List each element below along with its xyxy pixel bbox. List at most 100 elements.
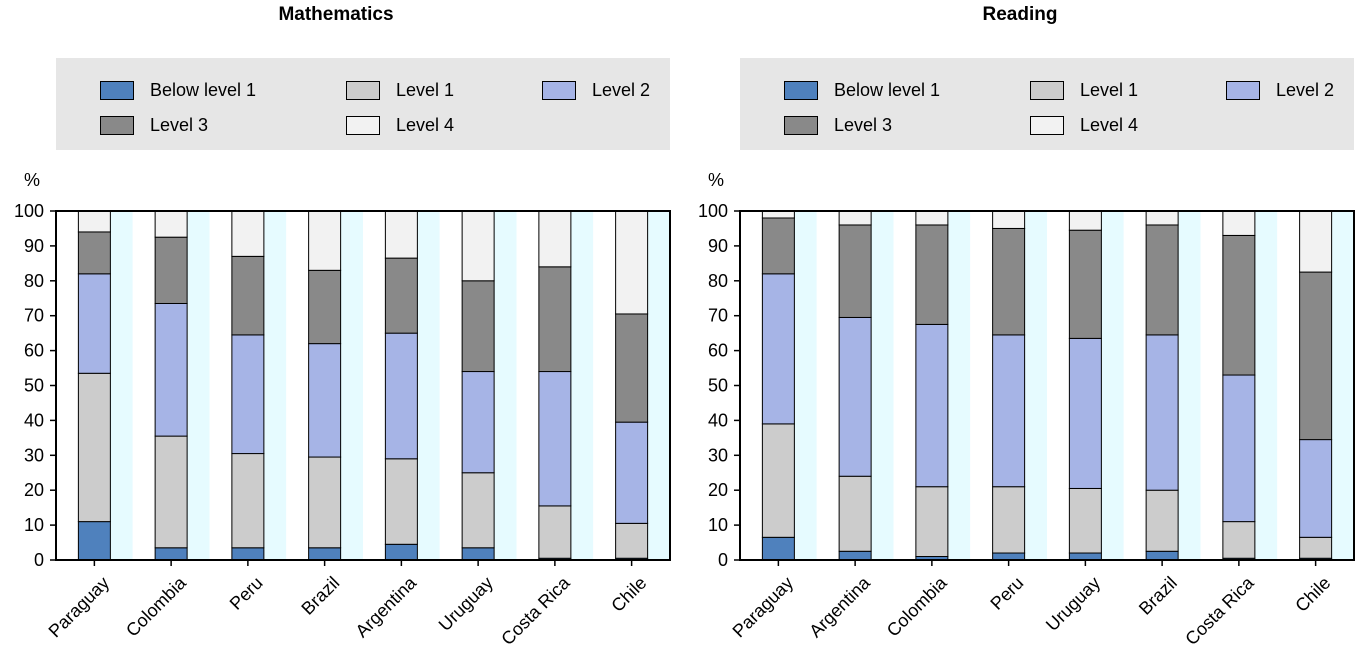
plot-band <box>1277 211 1300 560</box>
plot-band <box>893 211 916 560</box>
reading-panel: Reading Below level 1 Level 1 Level 2 Le… <box>684 0 1356 664</box>
legend-item-level-4: Level 4 <box>1030 113 1138 137</box>
plot-band <box>1331 211 1354 560</box>
chart-title: Reading <box>982 4 1058 25</box>
bar-segment-argentina-level-2 <box>838 316 872 477</box>
y-tick-label: 0 <box>718 550 728 570</box>
y-tick-label: 30 <box>708 445 728 465</box>
bar-segment-peru-level-3 <box>231 255 265 336</box>
bar-segment-brazil-level-2 <box>308 343 342 458</box>
plot-band <box>970 211 993 560</box>
plot-band <box>417 211 440 560</box>
bar-segment-paraguay-level-3 <box>761 217 795 275</box>
bar-segment-peru-level-1 <box>992 486 1026 554</box>
bar-segment-peru-level-3 <box>992 227 1026 336</box>
x-tick-label: Argentina <box>805 572 874 641</box>
legend: Below level 1 Level 1 Level 2 Level 3 Le… <box>56 58 670 150</box>
legend-label: Level 4 <box>396 114 455 135</box>
x-tick-label: Peru <box>986 573 1027 614</box>
bar-segment-brazil-level-4 <box>308 210 342 271</box>
plot-band <box>1024 211 1047 560</box>
bar-segment-argentina-level-2 <box>384 332 418 460</box>
plot-band <box>263 211 287 560</box>
bar-segment-paraguay-level-2 <box>761 273 795 425</box>
x-tick-label: Uruguay <box>435 573 497 635</box>
plot-band <box>871 211 894 560</box>
y-tick-label: 100 <box>14 201 44 221</box>
y-tick-label: 40 <box>24 410 44 430</box>
y-tick-label: 50 <box>24 376 44 396</box>
plot-band <box>570 211 594 560</box>
legend-item-level-3: Level 3 <box>100 113 208 137</box>
bar-segment-chile-level-3 <box>615 313 649 423</box>
plot-band <box>1254 211 1278 560</box>
plot-band <box>1047 211 1070 560</box>
bar-segment-chile-level-1 <box>615 522 649 559</box>
plot-band <box>816 211 840 560</box>
y-tick-label: 20 <box>24 480 44 500</box>
bar-segment-argentina-level-4 <box>838 210 872 226</box>
chart-title: Mathematics <box>278 4 394 25</box>
bar-segment-chile-level-4 <box>1299 210 1333 273</box>
mathematics-chart: 0 10 20 30 40 50 60 70 80 90 100% Paraguay Colombia P… <box>14 170 671 649</box>
x-tick-label: Chile <box>607 573 650 616</box>
y-axis-label: % <box>24 170 40 190</box>
y-axis-label: % <box>708 170 724 190</box>
plot-band <box>439 211 463 560</box>
bar-segment-argentina-below-level-1 <box>384 543 418 561</box>
legend-label: Level 1 <box>396 79 455 100</box>
legend-item-level-4: Level 4 <box>346 113 454 137</box>
bar-segment-uruguay-below-level-1 <box>461 547 495 561</box>
plot-band <box>516 211 539 560</box>
legend-label: Level 4 <box>1080 114 1139 135</box>
legend-label: Level 2 <box>592 79 651 100</box>
bar-segment-uruguay-level-2 <box>1068 337 1102 489</box>
bar-segment-uruguay-level-3 <box>461 280 495 373</box>
bar-segment-peru-level-4 <box>992 210 1026 229</box>
legend-item-level-2: Level 2 <box>1226 78 1334 102</box>
bar-segment-peru-below-level-1 <box>231 547 265 561</box>
y-tick-label: 70 <box>708 306 728 326</box>
legend-item-level-2: Level 2 <box>542 78 650 102</box>
bar-segment-paraguay-below-level-1 <box>77 521 111 561</box>
legend: Below level 1 Level 1 Level 2 Level 3 Le… <box>740 58 1354 150</box>
x-tick-label: Costa Rica <box>1181 572 1258 649</box>
y-tick-label: 10 <box>24 515 44 535</box>
legend-label: Level 1 <box>1080 79 1139 100</box>
bar-segment-chile-level-4 <box>615 210 649 315</box>
x-tick-label: Paraguay <box>45 573 114 642</box>
bar-segment-colombia-level-2 <box>154 302 188 437</box>
bar-segment-argentina-level-3 <box>838 224 872 318</box>
bar-segment-uruguay-level-1 <box>1068 487 1102 554</box>
plot-band <box>1200 211 1223 560</box>
bar-segment-argentina-below-level-1 <box>838 550 872 561</box>
plot-band <box>647 211 670 560</box>
bar-segment-brazil-level-2 <box>1145 334 1179 491</box>
bar-segment-paraguay-level-4 <box>761 210 795 219</box>
y-tick-label: 20 <box>708 480 728 500</box>
legend-item-below-level-1: Below level 1 <box>100 78 256 102</box>
legend-item-level-3: Level 3 <box>784 113 892 137</box>
y-tick-label: 60 <box>708 341 728 361</box>
bar-segment-colombia-level-1 <box>154 435 188 549</box>
plot-band <box>209 211 232 560</box>
bar-segment-chile-level-3 <box>1299 271 1333 441</box>
bar-segment-paraguay-level-1 <box>761 423 795 538</box>
y-tick-label: 30 <box>24 445 44 465</box>
legend-swatch <box>1226 80 1260 100</box>
plot-band <box>1123 211 1147 560</box>
y-tick-label: 10 <box>708 515 728 535</box>
legend-label: Level 3 <box>150 114 209 135</box>
bar-segment-costa-rica-level-2 <box>1222 374 1256 523</box>
mathematics-panel: Mathematics Below level 1 Level 1 Level … <box>0 0 672 664</box>
bar-segment-uruguay-below-level-1 <box>1068 552 1102 561</box>
bar-segment-chile-level-2 <box>1299 439 1333 538</box>
bar-segment-colombia-level-3 <box>915 224 949 325</box>
x-tick-label: Argentina <box>352 572 421 641</box>
legend-label: Level 3 <box>834 114 893 135</box>
bar-segment-brazil-level-3 <box>1145 224 1179 336</box>
x-tick-label: Brazil <box>297 573 343 619</box>
bar-segment-argentina-level-1 <box>384 458 418 545</box>
legend-item-below-level-1: Below level 1 <box>784 78 940 102</box>
plot-band <box>187 211 210 560</box>
